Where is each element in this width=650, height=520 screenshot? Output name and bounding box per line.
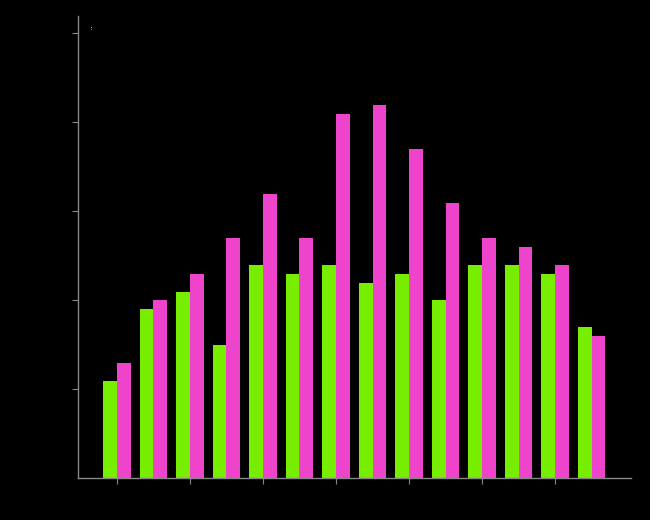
Bar — [117, 363, 131, 478]
Bar — [592, 336, 605, 478]
Bar — [322, 265, 336, 478]
Bar — [482, 238, 496, 478]
Bar — [409, 149, 423, 478]
Bar — [395, 274, 409, 478]
Bar — [578, 327, 592, 478]
Bar — [359, 282, 372, 478]
Bar — [555, 265, 569, 478]
Bar — [176, 292, 190, 478]
Legend: , : , — [90, 25, 94, 31]
Bar — [336, 113, 350, 478]
Bar — [263, 193, 277, 478]
Bar — [445, 202, 460, 478]
Bar — [300, 238, 313, 478]
Bar — [140, 309, 153, 478]
Bar — [468, 265, 482, 478]
Bar — [285, 274, 300, 478]
Bar — [153, 301, 167, 478]
Bar — [249, 265, 263, 478]
Bar — [519, 247, 532, 478]
Bar — [372, 105, 386, 478]
Bar — [213, 345, 226, 478]
Bar — [432, 301, 445, 478]
Bar — [103, 381, 117, 478]
Bar — [504, 265, 519, 478]
Bar — [190, 274, 204, 478]
Bar — [541, 274, 555, 478]
Bar — [226, 238, 240, 478]
